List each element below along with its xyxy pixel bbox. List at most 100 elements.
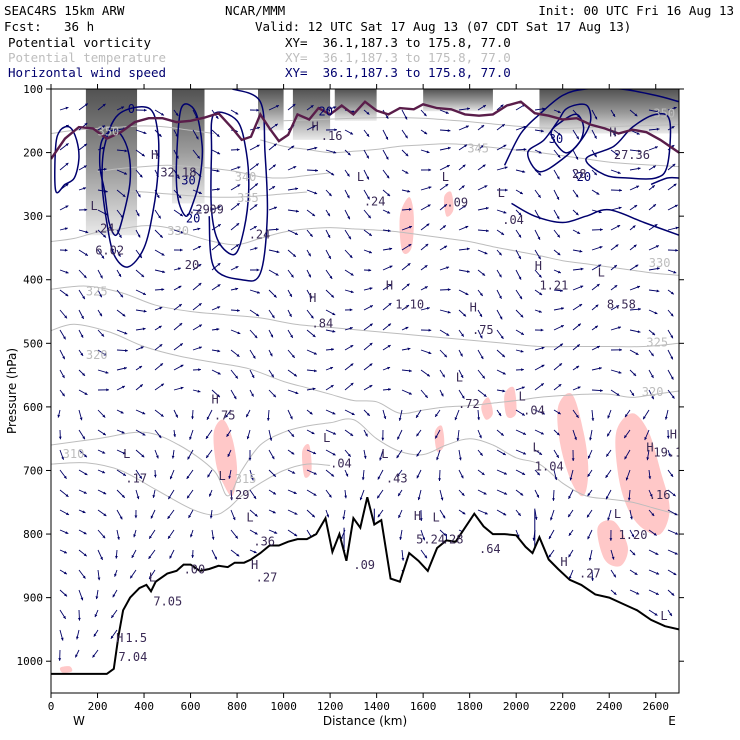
hl-label-62: L [149,571,156,585]
wind-vector-290 [553,269,562,274]
wind-vector-667 [188,509,194,519]
wind-vector-716 [609,529,613,541]
wind-vector-700 [211,529,215,540]
wind-vector-389 [553,324,565,331]
x-tick-label-9: 1800 [456,700,483,713]
wind-vector-342 [287,309,292,318]
wind-vector-660 [59,509,70,516]
wind-vector-592 [646,449,650,461]
wind-vector-559 [644,429,650,441]
hl-label-29: 8.58 [607,297,636,311]
wind-vector-328 [648,289,660,293]
hl-label-28: L [598,266,605,280]
wind-vector-679 [439,509,446,519]
wind-vector-688 [607,509,612,521]
wind-vector-158 [553,189,560,200]
y-tick-label-6: 700 [23,464,43,477]
pv-shade-6 [504,386,517,419]
wind-vector-452 [496,369,506,375]
field-xy-wind: XY= 36.1,187.3 to 175.8, 77.0 [285,65,511,80]
wind-vector-407 [268,349,273,357]
wind-vector-410 [325,347,335,351]
wind-vector-223 [534,229,541,240]
wind-vector-594 [59,469,67,480]
wind-vector-120 [458,164,466,171]
hl-label-4: 32.18 [160,166,196,180]
hl-label-58: .64 [479,542,501,556]
y-tick-label-0: 100 [23,83,43,96]
wind-vector-479 [382,388,391,391]
wind-label-0: 0 [128,102,135,116]
wind-vector-429 [59,369,65,379]
wind-vector-86 [439,146,451,151]
hl-label-51: 1.20 [619,528,648,542]
hl-label-48: H [670,428,677,442]
wind-vector-304 [192,282,202,291]
wind-vector-198 [59,227,68,231]
wind-vector-111 [287,165,297,171]
wind-vector-354 [515,309,524,318]
wind-vector-325 [591,283,600,291]
wind-vector-510 [344,409,355,416]
wind-vector-421 [534,346,545,351]
wind-vector-116 [382,169,390,179]
pv-shade-4 [434,425,445,452]
wind-vector-84 [401,149,409,157]
x-tick-label-1: 200 [88,700,108,713]
wind-vector-761 [667,589,675,596]
wind-vector-751 [629,569,638,576]
wind-vector-638 [268,489,277,495]
wind-vector-752 [648,569,660,575]
wind-vector-533 [154,429,162,439]
wind-vector-586 [534,449,543,456]
wind-vector-646 [417,489,422,501]
wind-vector-194 [610,206,622,211]
wind-vector-41 [211,129,220,138]
wind-vector-484 [477,389,487,398]
wind-vector-203 [154,229,164,239]
wind-vector-347 [382,302,392,311]
wind-vector-551 [496,429,504,437]
wind-vector-189 [515,209,522,216]
wind-vector-184 [420,204,431,211]
pv-shade-2 [213,419,238,497]
wind-vector-255 [515,249,522,260]
wind-vector-343 [306,309,314,319]
wind-vector-305 [211,284,221,291]
wind-vector-540 [287,429,295,438]
wind-vector-687 [586,509,593,518]
wind-vector-50 [382,129,389,140]
wind-vector-627 [59,489,69,498]
wind-vector-717 [629,529,635,538]
theta-contour-1 [51,418,679,516]
wind-vector-396 [59,349,66,360]
hl-label-14: .09 [446,196,468,210]
wind-vector-350 [439,309,451,314]
wind-vector-219 [458,225,469,231]
wind-vector-463 [78,389,88,396]
wind-vector-483 [458,389,465,399]
wind-vector-170 [154,209,162,219]
wind-vector-685 [550,509,555,521]
wind-vector-300 [116,289,124,298]
wind-vector-336 [173,303,183,311]
wind-vector-694 [97,529,106,539]
wind-vector-652 [534,489,540,498]
wind-vector-200 [97,229,107,238]
wind-vector-560 [666,429,670,439]
x-tick-label-7: 1400 [363,700,390,713]
wind-vector-79 [306,146,318,151]
wind-vector-258 [572,249,583,253]
wind-vector-256 [534,249,541,260]
wind-contour-9 [503,89,679,166]
wind-vector-35 [97,125,106,131]
wind-vector-664 [134,509,138,519]
wind-vector-640 [306,489,317,497]
wind-vector-16 [363,109,370,115]
wind-vector-195 [629,204,638,211]
wind-vector-766 [648,609,658,616]
y-tick-label-9: 1000 [17,655,44,668]
wind-vector-737 [610,549,615,560]
wind-vector-368 [154,325,162,331]
